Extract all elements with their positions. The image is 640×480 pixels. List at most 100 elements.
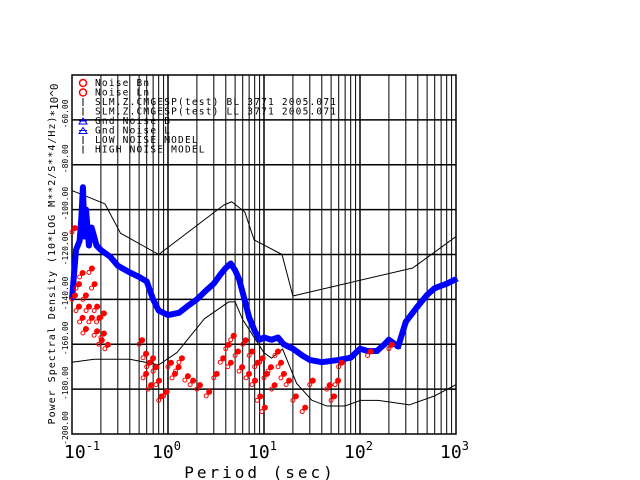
noise-point — [75, 281, 82, 288]
noise-point — [326, 382, 333, 389]
legend-triangle-icon — [78, 117, 88, 125]
legend-label: LOW NOISE MODEL — [95, 135, 199, 146]
noise-point — [211, 375, 217, 381]
noise-point — [148, 382, 155, 389]
noise-point — [290, 397, 296, 403]
gnd-noise-point — [414, 302, 421, 309]
noise-point — [227, 359, 234, 366]
noise-point — [278, 359, 285, 366]
noise-point — [257, 393, 264, 400]
noise-point — [153, 382, 159, 388]
noise-point — [239, 364, 246, 371]
noise-point — [156, 377, 163, 384]
noise-point — [307, 382, 313, 388]
x-tick-label: 102 — [344, 439, 373, 463]
noise-point — [278, 375, 284, 381]
noise-point — [280, 370, 287, 377]
y-tick-label: -100.00 — [61, 187, 70, 221]
gnd-noise-point — [453, 276, 459, 282]
noise-point — [365, 352, 371, 358]
noise-point — [213, 370, 220, 377]
noise-point — [88, 314, 95, 321]
noise-point — [283, 382, 289, 388]
noise-point — [335, 377, 342, 384]
noise-point — [261, 375, 267, 381]
noise-point — [228, 337, 234, 343]
noise-point — [86, 303, 93, 310]
noise-point — [72, 225, 78, 232]
noise-point — [275, 364, 281, 370]
legend-label: Noise Ln — [95, 88, 150, 99]
noise-point — [230, 332, 237, 339]
noise-point — [196, 382, 203, 389]
noise-point — [143, 370, 150, 377]
noise-point — [302, 404, 309, 411]
noise-point — [246, 370, 253, 377]
x-tick-label: 100 — [152, 439, 181, 463]
y-tick-label: -140.00 — [61, 276, 70, 310]
noise-point — [267, 364, 274, 371]
noise-point — [252, 364, 258, 370]
noise-point — [69, 229, 75, 235]
noise-point — [88, 265, 95, 272]
y-tick-label: -160.00 — [61, 321, 70, 355]
noise-point — [225, 364, 231, 370]
noise-point — [206, 388, 213, 395]
noise-point — [91, 332, 97, 338]
noise-point — [249, 348, 256, 355]
noise-point — [83, 308, 89, 314]
noise-point — [252, 377, 259, 384]
noise-point — [217, 359, 223, 365]
gnd-noise-point — [395, 343, 402, 349]
noise-point — [94, 319, 100, 325]
legend-label: SLM.Z.CMGESP(test) LL 3771 2005.071 — [95, 107, 337, 118]
noise-point — [274, 348, 281, 355]
gnd-noise-point — [381, 341, 388, 347]
noise-point — [169, 375, 175, 381]
noise-point — [176, 359, 182, 365]
x-axis-label: Period (sec) — [184, 463, 336, 480]
noise-point — [104, 341, 111, 348]
noise-point — [269, 386, 275, 392]
series-high-noise-model — [71, 190, 457, 297]
y-axis-label: Power Spectral Density (10*LOG M**2/S**4… — [47, 116, 58, 425]
noise-point — [69, 296, 75, 302]
noise-point — [187, 382, 193, 388]
noise-point — [388, 341, 395, 348]
noise-point — [225, 341, 232, 348]
noise-point — [292, 393, 299, 400]
plot-frame — [71, 74, 457, 435]
noise-point — [150, 368, 156, 374]
legend-label: SLM.Z.CMGESP(test) BL 3771 2005.071 — [95, 97, 337, 108]
noise-point — [165, 364, 171, 370]
noise-point — [82, 326, 89, 333]
noise-point — [236, 368, 242, 374]
noise-point — [96, 341, 102, 347]
noise-point — [220, 355, 227, 362]
legend-label: Gnd Noise B — [95, 116, 171, 127]
noise-point — [168, 359, 174, 366]
noise-point — [75, 303, 82, 310]
noise-point — [242, 337, 249, 344]
noise-point — [91, 281, 98, 288]
noise-point — [246, 352, 252, 358]
noise-point — [184, 373, 191, 380]
noise-point — [223, 346, 229, 352]
gnd-noise-point — [386, 336, 392, 343]
noise-point — [332, 382, 338, 388]
gnd-noise-point — [443, 280, 450, 287]
noise-point — [73, 285, 79, 291]
noise-point — [94, 303, 101, 310]
noise-point — [264, 370, 270, 377]
noise-point — [386, 346, 392, 352]
y-tick-label: -200.00 — [61, 411, 70, 445]
noise-point — [286, 377, 293, 384]
noise-point — [140, 375, 146, 381]
noise-point — [257, 359, 263, 365]
noise-point — [98, 335, 104, 341]
y-tick-label: -80.00 — [61, 144, 70, 173]
noise-point — [145, 386, 151, 392]
noise-point — [324, 386, 330, 392]
noise-point — [89, 285, 95, 291]
noise-point — [98, 337, 105, 344]
